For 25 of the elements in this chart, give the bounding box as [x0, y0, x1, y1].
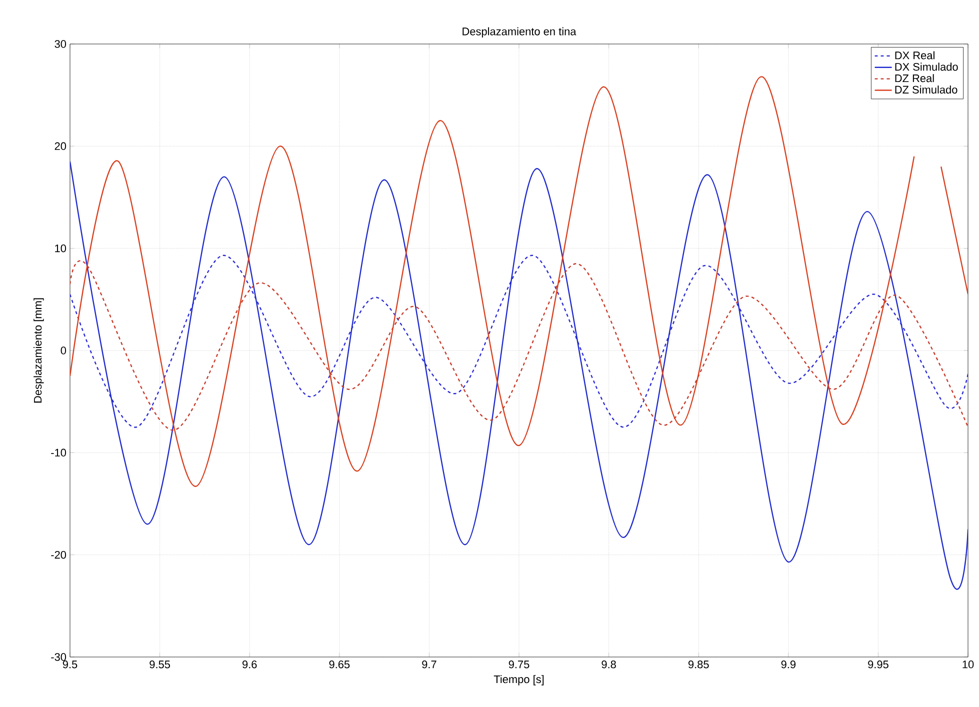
x-tick-label: 9.8: [602, 660, 616, 668]
x-tick-label: 9.5: [62, 660, 78, 668]
y-tick-label: -20: [51, 550, 66, 559]
x-tick-label: 9.7: [422, 660, 436, 668]
legend-label: DX Simulado: [895, 62, 958, 71]
x-tick-label: 9.9: [781, 660, 796, 668]
legend-label: DX Real: [895, 51, 934, 60]
legend-label: DZ Real: [895, 74, 934, 82]
y-tick-label: 0: [60, 346, 66, 354]
x-tick-label: 9.95: [868, 660, 888, 668]
x-tick-label: 9.55: [150, 660, 170, 668]
legend-label: DZ Simulado: [895, 86, 958, 94]
x-tick-label: 9.75: [508, 660, 530, 668]
y-tick-label: 20: [54, 142, 66, 150]
y-tick-label: 10: [55, 244, 66, 252]
x-tick-label: 10: [962, 660, 974, 668]
chart-title: Desplazamiento en tina: [462, 27, 576, 38]
y-tick-label: 30: [54, 40, 66, 48]
x-tick-label: 9.65: [329, 660, 350, 668]
x-axis-title: Tiempo [s]: [494, 675, 544, 686]
x-tick-label: 9.85: [688, 660, 709, 668]
y-axis-title: Desplazamiento [mm]: [34, 298, 44, 403]
y-tick-label: -10: [51, 448, 66, 457]
y-tick-label: -30: [51, 653, 66, 661]
x-tick-label: 9.6: [242, 660, 257, 668]
